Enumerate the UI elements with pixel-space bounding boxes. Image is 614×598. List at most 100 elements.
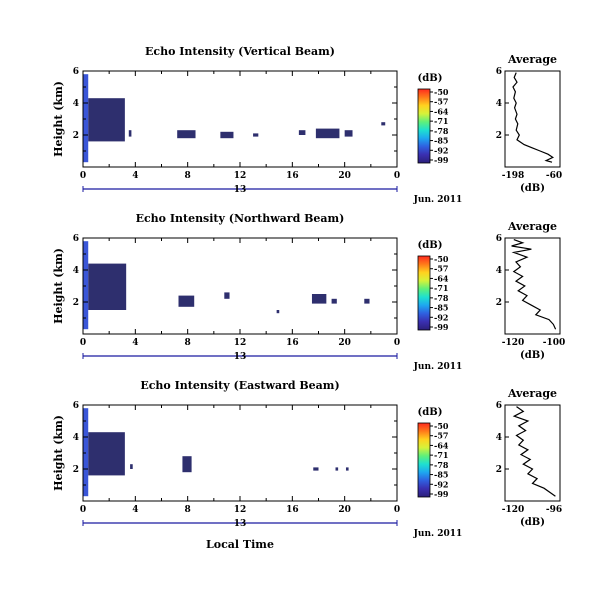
profile-x-tick-label: -120: [502, 505, 525, 515]
x-tick-label: 20: [338, 505, 351, 515]
echo-block-0: [83, 241, 89, 330]
echo-block-0: [83, 74, 89, 163]
echo-block-4: [220, 131, 234, 139]
y-axis-label: Height (km): [52, 415, 65, 491]
colorbar-tick-label: -57: [434, 264, 448, 274]
colorbar-tick-label: -99: [434, 489, 449, 499]
echo-block-6: [331, 298, 337, 304]
colorbar-tick-label: -92: [434, 312, 448, 322]
y-tick-label: 4: [73, 99, 79, 109]
date-label-eastward: Jun. 2011: [413, 529, 463, 539]
echo-block-7: [364, 298, 370, 304]
date-label-vertical: Jun. 2011: [413, 195, 463, 205]
profile-title: Average: [507, 53, 557, 66]
x-tick-label: 20: [338, 338, 351, 348]
echo-block-5: [311, 294, 327, 304]
panel-title: Echo Intensity (Northward Beam): [136, 212, 345, 225]
x-tick-label: 8: [185, 338, 191, 348]
profile-y-tick-label: 4: [496, 99, 502, 109]
y-axis-label: Height (km): [52, 81, 65, 157]
profile-frame: [504, 237, 561, 335]
echo-block-1: [88, 98, 125, 142]
colorbar: [417, 88, 431, 164]
colorbar-unit: (dB): [418, 240, 443, 251]
y-tick-label: 6: [73, 67, 79, 77]
x-tick-label: 16: [286, 505, 299, 515]
x-tick-label: 0: [394, 505, 400, 515]
panel-vertical: Echo Intensity (Vertical Beam) Height (km…: [52, 45, 562, 195]
day-label: 13: [234, 352, 247, 362]
x-tick-label: 0: [394, 171, 400, 181]
profile-x-tick-label: -60: [546, 171, 562, 181]
profile-unit: (dB): [520, 517, 545, 528]
echo-block-2: [128, 130, 132, 137]
colorbar-tick-label: -85: [434, 470, 448, 480]
x-tick-label: 4: [132, 338, 138, 348]
y-tick-label: 4: [73, 433, 79, 443]
colorbar-unit: (dB): [418, 407, 443, 418]
echo-block-6: [345, 467, 349, 471]
colorbar-tick-label: -99: [434, 155, 449, 165]
x-tick-label: 8: [185, 505, 191, 515]
y-tick-label: 2: [73, 465, 79, 475]
colorbar-tick-label: -71: [434, 116, 448, 126]
y-tick-label: 6: [73, 234, 79, 244]
echo-block-3: [224, 292, 230, 299]
x-tick-label: 0: [394, 338, 400, 348]
echo-block-6: [298, 130, 306, 135]
profile-x-tick-label: -100: [543, 338, 566, 348]
echo-block-2: [178, 295, 195, 307]
colorbar-tick-label: -92: [434, 145, 448, 155]
x-tick-label: 8: [185, 171, 191, 181]
x-tick-label: 0: [80, 171, 86, 181]
x-tick-label: 4: [132, 505, 138, 515]
echo-block-3: [182, 456, 192, 473]
echo-block-4: [276, 310, 280, 314]
profile-y-tick-label: 4: [496, 433, 502, 443]
panel-title: Echo Intensity (Vertical Beam): [145, 45, 335, 58]
colorbar-tick-label: -99: [434, 322, 449, 332]
profile-y-tick-label: 6: [496, 67, 502, 77]
y-tick-label: 4: [73, 266, 79, 276]
echo-block-1: [88, 432, 125, 476]
echo-block-3: [177, 130, 196, 139]
echo-block-7: [315, 128, 340, 139]
y-tick-label: 6: [73, 401, 79, 411]
colorbar-tick-label: -71: [434, 450, 448, 460]
x-tick-label: 16: [286, 338, 299, 348]
colorbar-tick-label: -78: [434, 126, 449, 136]
y-axis-label: Height (km): [52, 248, 65, 324]
profile-unit: (dB): [520, 183, 545, 194]
colorbar-tick-label: -92: [434, 479, 448, 489]
x-tick-label: 0: [80, 505, 86, 515]
echo-block-9: [381, 122, 386, 126]
panel-title: Echo Intensity (Eastward Beam): [140, 379, 339, 392]
profile-x-tick-label: -198: [502, 171, 525, 181]
x-tick-label: 20: [338, 171, 351, 181]
colorbar-tick-label: -85: [434, 136, 448, 146]
echo-block-0: [83, 408, 89, 497]
day-label: 13: [234, 185, 247, 195]
colorbar-tick-label: -85: [434, 303, 448, 313]
x-tick-label: 12: [234, 338, 247, 348]
colorbar: [417, 422, 431, 498]
echo-block-5: [335, 467, 339, 471]
profile-x-tick-label: -120: [502, 338, 525, 348]
profile-y-tick-label: 6: [496, 401, 502, 411]
x-tick-label: 0: [80, 338, 86, 348]
x-tick-label: 12: [234, 505, 247, 515]
plot-frame: [82, 70, 398, 168]
profile-title: Average: [507, 220, 557, 233]
colorbar-tick-label: -64: [434, 440, 449, 450]
profile-y-tick-label: 2: [496, 131, 502, 141]
colorbar-tick-label: -50: [434, 87, 449, 97]
profile-y-tick-label: 2: [496, 298, 502, 308]
colorbar: [417, 255, 431, 331]
x-tick-label: 12: [234, 171, 247, 181]
colorbar-tick-label: -78: [434, 460, 449, 470]
profile-y-tick-label: 6: [496, 234, 502, 244]
colorbar-tick-label: -71: [434, 283, 448, 293]
profile-line: [512, 406, 556, 497]
colorbar-tick-label: -57: [434, 431, 448, 441]
